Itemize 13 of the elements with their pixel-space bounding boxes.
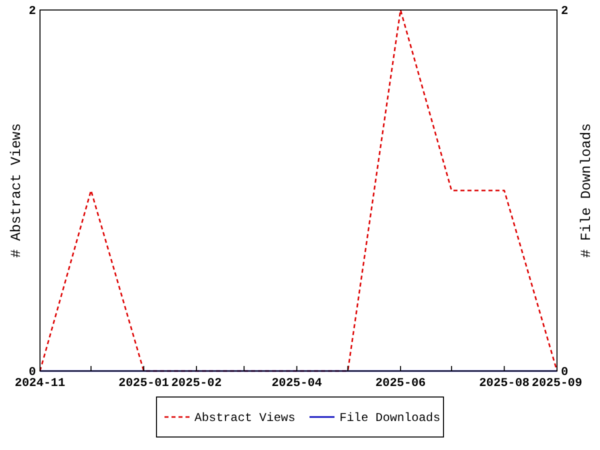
x-tick-label: 2025-06 (375, 376, 426, 390)
y2-tick-label: 2 (561, 4, 568, 18)
x-tick-label: 2025-09 (532, 376, 582, 390)
legend-label: Abstract Views (194, 411, 296, 425)
y2-tick-label: 0 (561, 365, 568, 379)
x-tick-label: 2024-11 (14, 376, 66, 390)
x-tick-label: 2025-02 (171, 376, 222, 390)
y2-axis-title: # File Downloads (579, 123, 595, 258)
y-axis-title: # Abstract Views (9, 123, 25, 258)
x-tick-label: 2025-04 (272, 376, 322, 390)
x-tick-label: 2025-08 (479, 376, 530, 390)
legend-label: File Downloads (340, 411, 440, 425)
x-tick-label: 2025-01 (118, 376, 169, 390)
